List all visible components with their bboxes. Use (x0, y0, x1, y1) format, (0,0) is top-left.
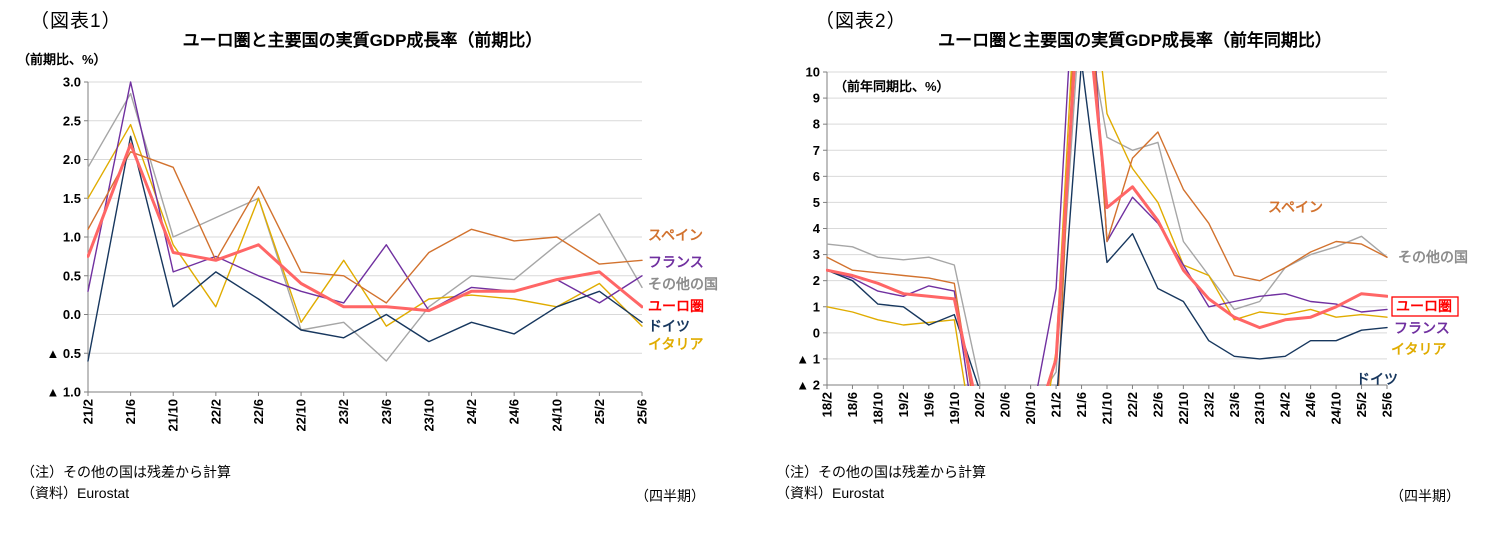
svg-text:7: 7 (813, 143, 820, 158)
figure-1-frequency-note: （四半期） (635, 488, 705, 504)
svg-text:23/10: 23/10 (1252, 392, 1267, 425)
svg-text:24/2: 24/2 (464, 399, 479, 424)
svg-text:▲ 1.0: ▲ 1.0 (46, 385, 81, 400)
svg-text:▲ 1: ▲ 1 (796, 351, 820, 366)
svg-text:フランス: フランス (648, 254, 704, 270)
svg-text:ユーロ圏: ユーロ圏 (648, 298, 704, 314)
figure-1-line-chart: 3.0 2.5 2.0 1.5 1.0 0.5 0.0 ▲ 0.5 ▲ 1.021/2 21/6 2… (46, 75, 718, 432)
svg-text:0.5: 0.5 (63, 268, 81, 283)
svg-text:22/2: 22/2 (1125, 392, 1140, 417)
svg-text:25/6: 25/6 (1380, 392, 1395, 417)
svg-text:22/10: 22/10 (1176, 392, 1191, 425)
svg-text:10: 10 (806, 65, 820, 80)
svg-text:1.0: 1.0 (63, 230, 81, 245)
svg-text:8: 8 (813, 117, 820, 132)
svg-text:18/6: 18/6 (845, 392, 860, 417)
svg-text:18/10: 18/10 (870, 392, 885, 425)
figure-1-title: ユーロ圏と主要国の実質GDP成長率（前期比） (182, 31, 543, 50)
svg-text:24/10: 24/10 (549, 399, 564, 432)
svg-text:3: 3 (813, 247, 820, 262)
svg-text:4: 4 (813, 221, 821, 236)
svg-text:24/6: 24/6 (1303, 392, 1318, 417)
svg-text:20/10: 20/10 (1023, 392, 1038, 425)
svg-text:フランス: フランス (1394, 320, 1450, 336)
svg-text:23/10: 23/10 (421, 399, 436, 432)
svg-text:21/10: 21/10 (166, 399, 181, 432)
figure-1-y-axis-unit: （前期比、%） (17, 52, 107, 67)
figure-1-panel: （図表1） ユーロ圏と主要国の実質GDP成長率（前期比） （前期比、%） 3.0… (5, 0, 750, 539)
svg-text:スペイン: スペイン (1268, 199, 1323, 215)
figure-1-caption: （図表1） (30, 11, 122, 32)
svg-text:25/6: 25/6 (635, 399, 650, 424)
svg-text:9: 9 (813, 91, 820, 106)
svg-text:25/2: 25/2 (592, 399, 607, 424)
figure-2-title: ユーロ圏と主要国の実質GDP成長率（前年同期比） (938, 31, 1332, 50)
svg-text:21/2: 21/2 (1049, 392, 1064, 417)
svg-text:▲ 2: ▲ 2 (796, 378, 820, 393)
svg-text:23/6: 23/6 (1227, 392, 1242, 417)
svg-text:1.5: 1.5 (63, 191, 81, 206)
svg-text:1: 1 (813, 299, 820, 314)
figure-1-note: （注）その他の国は残差から計算 (21, 464, 231, 480)
svg-text:23/2: 23/2 (336, 399, 351, 424)
figure-2-frequency-note: （四半期） (1390, 488, 1460, 504)
svg-text:24/10: 24/10 (1329, 392, 1344, 425)
svg-text:19/10: 19/10 (947, 392, 962, 425)
svg-text:21/6: 21/6 (123, 399, 138, 424)
svg-text:21/2: 21/2 (81, 399, 96, 424)
svg-text:22/10: 22/10 (294, 399, 309, 432)
figure-1-source: （資料）Eurostat (21, 485, 130, 501)
figure-2-note: （注）その他の国は残差から計算 (776, 464, 986, 480)
svg-text:ユーロ圏: ユーロ圏 (1396, 298, 1452, 314)
svg-text:22/2: 22/2 (208, 399, 223, 424)
figure-2-y-axis-unit: （前年同期比、%） (832, 76, 952, 95)
svg-text:3.0: 3.0 (63, 75, 81, 90)
svg-text:5: 5 (813, 195, 820, 210)
svg-text:2: 2 (813, 273, 820, 288)
svg-text:24/2: 24/2 (1278, 392, 1293, 417)
svg-text:19/2: 19/2 (896, 392, 911, 417)
svg-text:スペイン: スペイン (648, 227, 703, 243)
svg-text:0: 0 (813, 325, 820, 340)
svg-text:21/6: 21/6 (1074, 392, 1089, 417)
svg-text:21/10: 21/10 (1100, 392, 1115, 425)
svg-text:20/2: 20/2 (972, 392, 987, 417)
figure-2-caption: （図表2） (815, 11, 907, 32)
svg-text:22/6: 22/6 (251, 399, 266, 424)
svg-text:ドイツ: ドイツ (1356, 371, 1398, 387)
svg-text:2.0: 2.0 (63, 152, 81, 167)
svg-text:19/6: 19/6 (921, 392, 936, 417)
svg-text:25/2: 25/2 (1354, 392, 1369, 417)
svg-text:18/2: 18/2 (820, 392, 835, 417)
svg-text:その他の国: その他の国 (1398, 249, 1468, 265)
figure-2-panel: （図表2） ユーロ圏と主要国の実質GDP成長率（前年同期比） （前年同期比、%）… (760, 0, 1505, 539)
svg-text:23/6: 23/6 (379, 399, 394, 424)
svg-text:6: 6 (813, 169, 820, 184)
svg-text:▲ 0.5: ▲ 0.5 (46, 346, 81, 361)
svg-text:イタリア: イタリア (1391, 341, 1446, 357)
svg-text:22/6: 22/6 (1150, 392, 1165, 417)
svg-text:24/6: 24/6 (507, 399, 522, 424)
svg-text:2.5: 2.5 (63, 113, 81, 128)
svg-text:その他の国: その他の国 (648, 276, 718, 292)
figure-2-source: （資料）Eurostat (776, 485, 885, 501)
svg-text:20/6: 20/6 (998, 392, 1013, 417)
svg-text:ドイツ: ドイツ (648, 318, 690, 334)
svg-text:23/2: 23/2 (1201, 392, 1216, 417)
svg-text:イタリア: イタリア (648, 336, 703, 352)
svg-text:0.0: 0.0 (63, 307, 81, 322)
